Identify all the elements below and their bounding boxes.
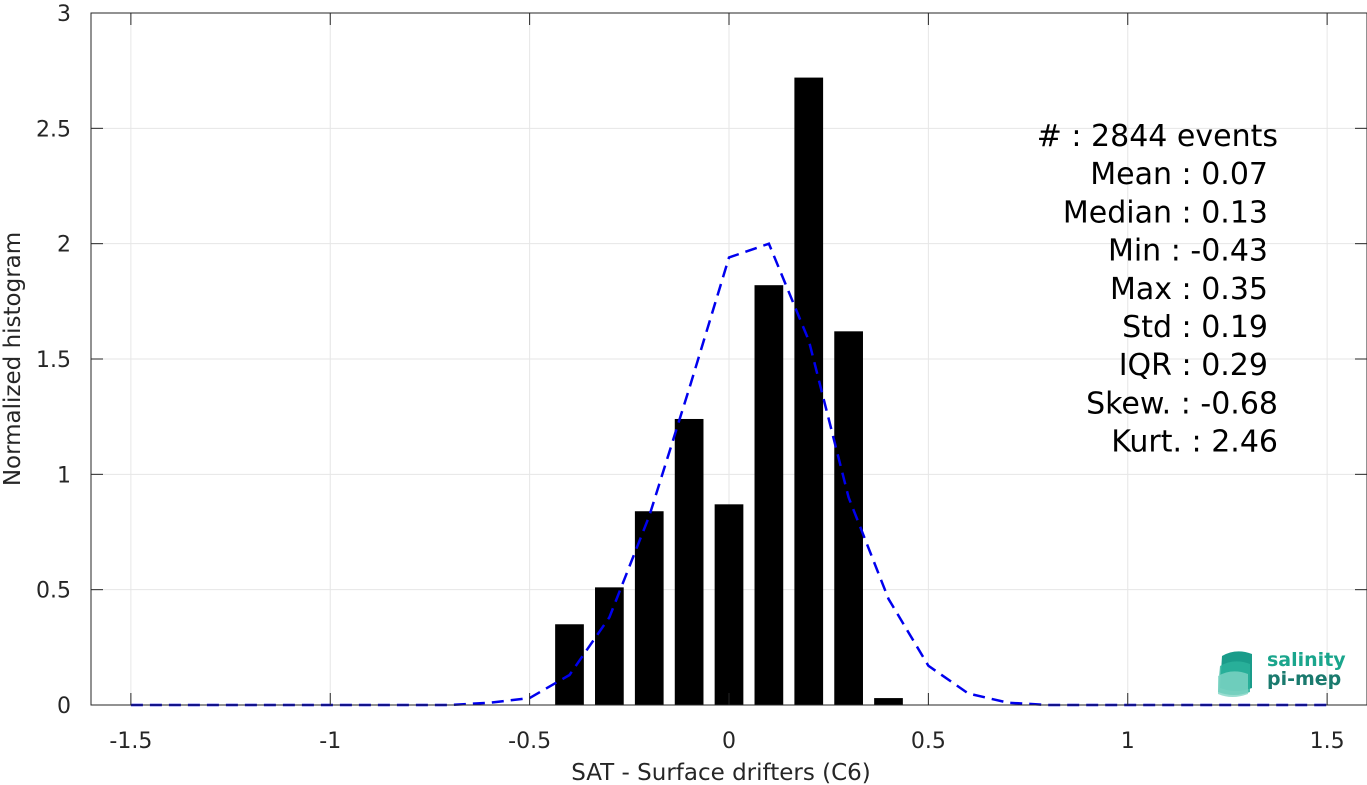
y-tick-label: 0 <box>57 694 71 719</box>
tick-labels: -1.5 -1 -0.5 0 0.5 1 1.5 0 0.5 1 1.5 2 2.5 3 <box>36 2 1345 754</box>
y-tick-label: 1 <box>57 463 71 488</box>
x-tick-label: -1.5 <box>109 729 152 754</box>
stat-line: Kurt. : 2.46 <box>1111 425 1278 460</box>
histogram-bar <box>794 77 824 705</box>
stat-line: Mean : 0.07 <box>1090 157 1268 192</box>
x-tick-label: -0.5 <box>508 729 551 754</box>
y-tick-label: 3 <box>57 2 71 27</box>
x-tick-label: 1 <box>1121 729 1135 754</box>
histogram-bar <box>874 698 903 705</box>
x-tick-label: 0 <box>722 729 736 754</box>
y-tick-label: 2 <box>57 233 71 258</box>
stat-line: IQR : 0.29 <box>1119 348 1268 383</box>
logo-line-2: pi-mep <box>1267 668 1341 690</box>
histogram-bar <box>834 331 863 705</box>
stat-line: Skew. : -0.68 <box>1086 386 1278 421</box>
histogram-bar <box>674 418 704 705</box>
axis-ticks <box>91 12 1367 706</box>
y-tick-label: 0.5 <box>36 579 71 604</box>
histogram-bar <box>555 624 584 705</box>
stat-line: Median : 0.13 <box>1063 195 1268 230</box>
x-axis-label: SAT - Surface drifters (C6) <box>571 760 871 785</box>
logo-line-1: salinity <box>1267 649 1346 671</box>
stat-line: Std : 0.19 <box>1122 310 1268 345</box>
histogram-bars <box>555 77 903 705</box>
stat-line: # : 2844 events <box>1037 119 1278 154</box>
x-tick-label: -1 <box>319 729 341 754</box>
x-tick-label: 0.5 <box>911 729 946 754</box>
stat-line: Min : -0.43 <box>1108 234 1268 269</box>
y-tick-label: 2.5 <box>36 117 71 142</box>
y-axis-label: Normalized histogram <box>0 232 26 486</box>
histogram-bar <box>754 285 784 705</box>
x-tick-label: 1.5 <box>1310 729 1345 754</box>
salinity-pimep-logo: salinity pi-mep <box>1218 649 1346 697</box>
histogram-bar <box>714 504 744 705</box>
histogram-bar <box>595 587 624 705</box>
y-tick-label: 1.5 <box>36 348 71 373</box>
stat-line: Max : 0.35 <box>1110 272 1268 307</box>
logo-wave-icon <box>1218 651 1252 697</box>
